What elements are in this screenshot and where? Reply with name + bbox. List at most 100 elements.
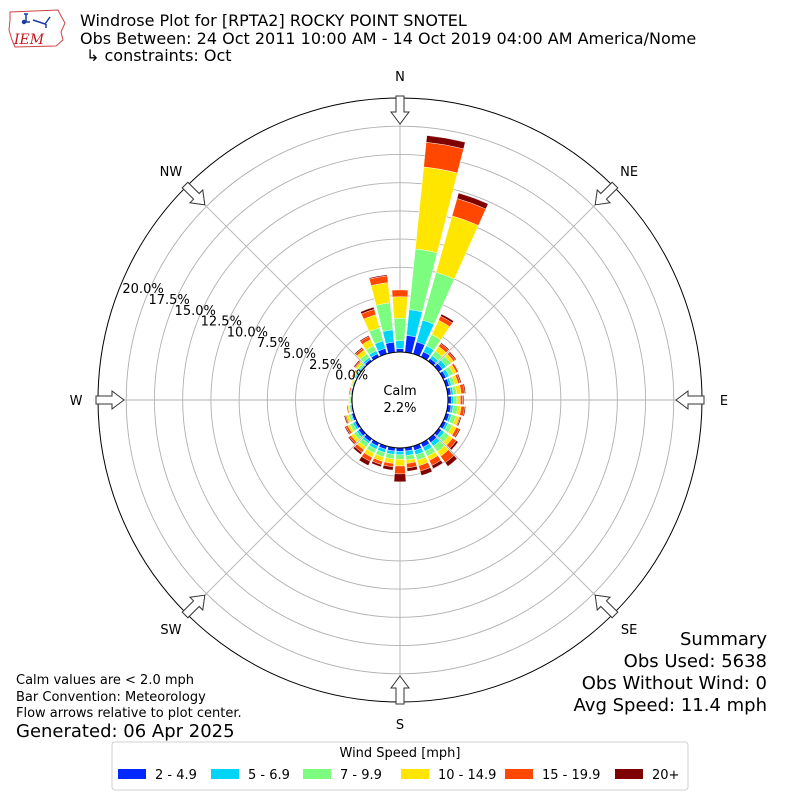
legend-label: 7 - 9.9 xyxy=(340,768,382,783)
compass-arrow-icon xyxy=(390,95,410,125)
wind-bar-segment xyxy=(391,289,409,298)
compass-label: S xyxy=(396,718,404,733)
wind-bar-segment xyxy=(347,436,356,445)
compass-arrow-icon xyxy=(675,390,705,410)
wind-bar-segment xyxy=(351,369,357,378)
wind-bar-segment xyxy=(394,465,406,475)
wind-bar-segment xyxy=(371,461,382,468)
compass-arrow-icon xyxy=(594,181,619,206)
compass-label: NW xyxy=(160,165,183,180)
note-calm: Calm values are < 2.0 mph xyxy=(16,673,194,688)
compass-arrow-icon xyxy=(181,594,206,619)
wind-bar-segment xyxy=(395,451,405,455)
iowa-outline xyxy=(8,9,66,48)
ring-label: 5.0% xyxy=(283,347,316,362)
wind-bar-segment xyxy=(348,387,352,396)
summary-obs-used: Obs Used: 5638 xyxy=(624,651,767,672)
wind-bar-segment xyxy=(346,405,350,414)
wind-bar-segment xyxy=(462,395,465,405)
wind-bar-segment xyxy=(456,416,462,427)
compass-label: SW xyxy=(160,623,181,638)
legend-swatch xyxy=(118,769,146,779)
logo-text: IEM xyxy=(13,32,45,48)
legend-swatch xyxy=(505,769,533,779)
summary-heading: Summary xyxy=(680,629,767,650)
wind-bar-segment xyxy=(444,455,458,467)
wind-bar-segment xyxy=(453,395,458,405)
ring-label: 0.0% xyxy=(335,369,368,384)
wind-bar-segment xyxy=(425,135,466,150)
compass-arrow-icon xyxy=(181,181,206,206)
wind-bar-segment xyxy=(382,464,394,471)
legend-label: 20+ xyxy=(652,768,679,783)
summary-obs-without-wind: Obs Without Wind: 0 xyxy=(582,673,767,694)
wind-bar-segment xyxy=(392,296,408,319)
wind-bar-segment xyxy=(352,446,363,455)
compass-label: W xyxy=(70,394,83,409)
note-convention: Bar Convention: Meteorology xyxy=(16,690,206,705)
grid-spoke xyxy=(186,186,367,367)
polar-grid xyxy=(97,97,703,703)
wind-bar-segment xyxy=(462,406,466,417)
wind-bar-segment xyxy=(454,428,461,439)
legend-swatch xyxy=(303,769,331,779)
wind-bar-segment xyxy=(460,395,463,405)
calm-label: Calm xyxy=(383,384,416,399)
wind-bar-segment xyxy=(393,473,407,483)
legend: Wind Speed [mph] 2 - 4.9 5 - 6.9 7 - 9.9 10… xyxy=(111,741,689,791)
legend-label: 2 - 4.9 xyxy=(155,768,197,783)
wind-bar-segment xyxy=(451,395,454,405)
legend-label: 15 - 19.9 xyxy=(542,768,600,783)
chart-title-line1: Windrose Plot for [RPTA2] ROCKY POINT SN… xyxy=(80,11,467,30)
ring-label: 12.5% xyxy=(201,315,242,330)
ring-label: 7.5% xyxy=(257,336,290,351)
wind-bar-segment xyxy=(385,341,396,354)
grid-spoke xyxy=(186,433,367,614)
wind-bar-segment xyxy=(395,454,405,460)
wind-bars xyxy=(343,135,489,483)
wind-bar-segment xyxy=(449,440,459,451)
legend-box xyxy=(111,741,689,791)
note-flow: Flow arrows relative to plot center. xyxy=(16,706,242,721)
grid-spoke xyxy=(433,433,614,614)
ring-label: 20.0% xyxy=(122,282,163,297)
compass: N NE E SE S SW W NW xyxy=(70,70,729,733)
wind-bar-segment xyxy=(354,347,363,355)
wind-bar-segment xyxy=(359,335,370,342)
ring-labels: 0.0%2.5%5.0%7.5%10.0%12.5%15.0%17.5%20.0… xyxy=(122,282,368,383)
chart-title-line3: ↳ constraints: Oct xyxy=(86,46,232,65)
wind-bar-segment xyxy=(368,274,388,280)
wind-bar-segment xyxy=(353,359,361,368)
compass-label: SE xyxy=(621,623,637,638)
ring-label: 10.0% xyxy=(227,325,268,340)
wind-bar-segment xyxy=(440,342,450,351)
wind-bar-segment xyxy=(348,396,351,404)
wind-bar-segment xyxy=(419,467,433,476)
wind-bar-segment xyxy=(456,192,489,210)
generated-date: Generated: 06 Apr 2025 xyxy=(16,721,235,742)
legend-swatch xyxy=(211,769,239,779)
wind-bar-segment xyxy=(358,456,371,466)
wind-bar-segment xyxy=(360,306,375,315)
legend-title: Wind Speed [mph] xyxy=(340,746,461,761)
wind-bar-segment xyxy=(440,313,454,324)
wind-bar-segment xyxy=(394,458,406,467)
wind-bar-segment xyxy=(350,378,355,387)
wind-bar-segment xyxy=(382,329,395,344)
summary-avg-speed: Avg Speed: 11.4 mph xyxy=(574,695,767,716)
chart-title-line2: Obs Between: 24 Oct 2011 10:00 AM - 14 O… xyxy=(80,29,696,48)
wind-bar-segment xyxy=(343,415,349,425)
wind-bar-segment xyxy=(370,282,391,306)
calm-circle xyxy=(351,351,449,449)
iem-logo: IEM xyxy=(8,9,66,48)
wind-bar-segment xyxy=(451,363,459,373)
wind-bar-segment xyxy=(395,340,405,349)
compass-label: N xyxy=(395,70,405,85)
calm-value: 2.2% xyxy=(383,401,416,416)
wind-bar-segment xyxy=(406,465,418,472)
legend-label: 10 - 14.9 xyxy=(438,768,496,783)
wind-bar-segment xyxy=(456,373,462,384)
legend-label: 5 - 6.9 xyxy=(248,768,290,783)
compass-label: NE xyxy=(620,165,638,180)
